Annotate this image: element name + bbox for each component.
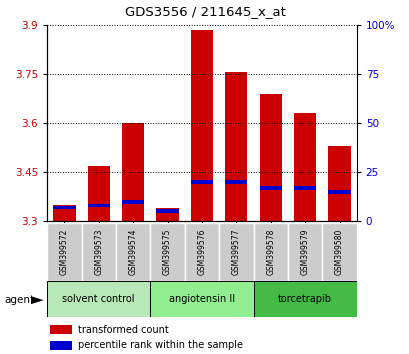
Bar (287, 223, 321, 281)
Bar (156, 208, 178, 221)
Bar (259, 186, 281, 190)
Bar (121, 200, 144, 204)
Text: GSM399579: GSM399579 (300, 229, 309, 275)
Bar (53, 205, 75, 221)
Text: percentile rank within the sample: percentile rank within the sample (78, 340, 243, 350)
Bar (190, 30, 213, 221)
Bar (328, 190, 350, 194)
Bar (253, 223, 287, 281)
Bar (321, 223, 356, 281)
Text: GSM399580: GSM399580 (334, 229, 343, 275)
Text: solvent control: solvent control (62, 294, 135, 304)
Bar (190, 180, 213, 184)
Text: GDS3556 / 211645_x_at: GDS3556 / 211645_x_at (124, 5, 285, 18)
Text: GSM399577: GSM399577 (231, 229, 240, 275)
Text: GSM399573: GSM399573 (94, 229, 103, 275)
Bar (116, 223, 150, 281)
Bar (50, 341, 72, 349)
Bar (259, 93, 281, 221)
Bar (47, 281, 150, 317)
Text: torcetrapib: torcetrapib (277, 294, 331, 304)
Bar (53, 206, 75, 210)
Text: transformed count: transformed count (78, 325, 169, 335)
Bar (50, 325, 72, 334)
Text: GSM399572: GSM399572 (60, 229, 69, 275)
Text: GSM399575: GSM399575 (163, 229, 172, 275)
Bar (293, 186, 315, 190)
Bar (88, 166, 110, 221)
Bar (88, 204, 110, 207)
Bar (328, 146, 350, 221)
Bar (150, 281, 253, 317)
Bar (225, 180, 247, 184)
Bar (150, 223, 184, 281)
Text: GSM399578: GSM399578 (265, 229, 274, 275)
Bar (253, 281, 356, 317)
Bar (225, 72, 247, 221)
Text: agent: agent (4, 295, 34, 305)
Text: GSM399574: GSM399574 (128, 229, 137, 275)
Bar (293, 113, 315, 221)
Polygon shape (31, 296, 43, 304)
Text: GSM399576: GSM399576 (197, 229, 206, 275)
Bar (184, 223, 218, 281)
Bar (121, 123, 144, 221)
Bar (156, 210, 178, 213)
Bar (218, 223, 253, 281)
Bar (47, 223, 81, 281)
Bar (81, 223, 116, 281)
Text: angiotensin II: angiotensin II (169, 294, 234, 304)
